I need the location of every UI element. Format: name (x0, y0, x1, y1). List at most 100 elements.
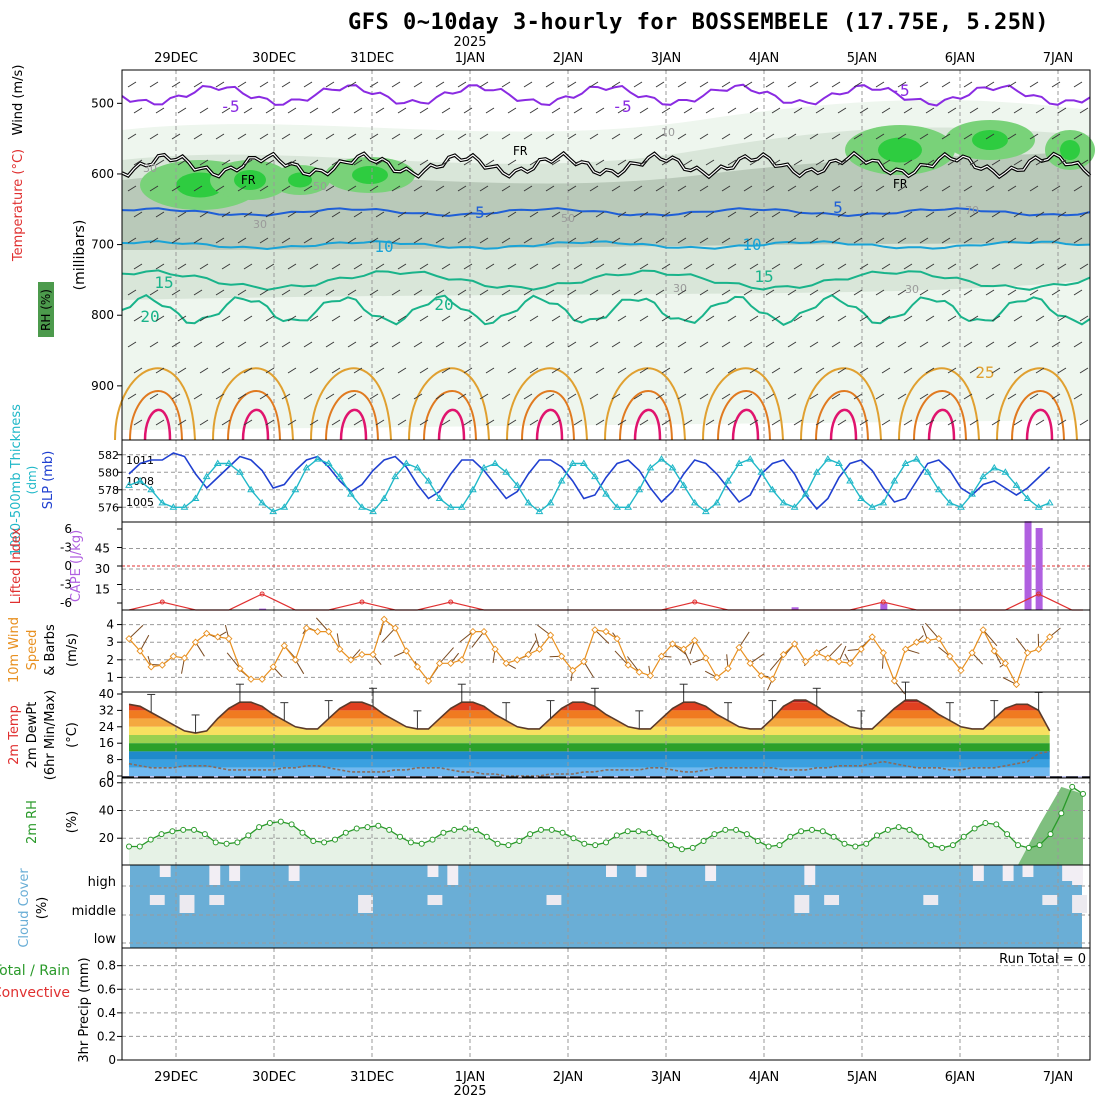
rh-wet-core (1060, 140, 1080, 160)
precip-axis-label: 3hr Precip (mm) (77, 957, 92, 1062)
rh-point (246, 833, 251, 838)
rh-point (224, 841, 229, 846)
cloud-level-label: high (88, 875, 116, 890)
rh-point (961, 834, 966, 839)
date-tick-bottom: 29DEC (154, 1070, 198, 1085)
rh-point (669, 843, 674, 848)
temp-tick-label: 40 (99, 687, 114, 701)
cape-axis-label: CAPE (J/kg) (69, 530, 84, 602)
precip-tick-label: 0.2 (97, 1029, 116, 1043)
contour-label: -5 (220, 97, 239, 116)
rh-point (387, 827, 392, 832)
cape-tick-label: 30 (95, 562, 110, 576)
rh-point (463, 826, 468, 831)
mid-cloud-gap (1042, 895, 1057, 905)
rh-tick-label: 60 (99, 776, 114, 790)
rh-contour-label: 30 (905, 283, 919, 296)
temp2m-axis-label: 2m Temp (7, 705, 22, 765)
high-cloud-gap (209, 865, 220, 885)
temp-tick-label: 32 (99, 703, 114, 717)
rh-point (354, 826, 359, 831)
rh-point (744, 832, 749, 837)
lifted-index-line (129, 594, 1083, 610)
wind-speed-point (359, 652, 365, 658)
slp-tick-label: 1005 (126, 496, 154, 509)
mid-cloud-gap (428, 895, 443, 905)
rh-point (170, 829, 175, 834)
surface-wind-barb (615, 651, 628, 665)
rh-point (549, 827, 554, 832)
thickness-units-label: (dm) (25, 466, 39, 495)
wind-speed-point (226, 636, 232, 642)
rh-point (506, 843, 511, 848)
surface-wind-barb (227, 653, 240, 669)
rh-point (972, 826, 977, 831)
rh-point (755, 839, 760, 844)
rh-point (528, 832, 533, 837)
rh-point (495, 841, 500, 846)
high-cloud-gap (1003, 865, 1014, 881)
contour-label: 10 (742, 235, 761, 254)
rh-point (148, 837, 153, 842)
rh-wet-core (352, 166, 388, 184)
rh-point (192, 827, 197, 832)
high-cloud-gap (1023, 865, 1034, 877)
rh-point (853, 844, 858, 849)
date-tick-bottom: 4JAN (749, 1070, 780, 1085)
high-cloud-gap (160, 865, 171, 877)
high-cloud-gap (606, 865, 617, 877)
run-total-label: Run Total = 0 (999, 952, 1086, 967)
rh-point (137, 844, 142, 849)
contour-label: 10 (374, 237, 393, 256)
date-tick-bottom: 31DEC (350, 1070, 394, 1085)
rh-point (701, 839, 706, 844)
rh-point (864, 841, 869, 846)
contour-label: 5 (833, 198, 843, 217)
rh-point (181, 827, 186, 832)
rh-point (885, 827, 890, 832)
slp-thickness-frame (122, 440, 1090, 522)
pressure-axis-label: (millibars) (72, 220, 88, 291)
wind-tick-label: 1 (106, 670, 114, 684)
wind-tick-label: 3 (106, 635, 114, 649)
rh-contour-label: 50 (561, 212, 575, 225)
date-tick-top: 3JAN (651, 51, 682, 66)
rh-point (322, 840, 327, 845)
date-tick-bottom: 6JAN (945, 1070, 976, 1085)
rh-point (441, 830, 446, 835)
rh-tick-label: 20 (99, 831, 114, 845)
surface-wind-barb (584, 662, 594, 678)
precip-tick-label: 0.4 (97, 1006, 116, 1020)
date-tick-bottom: 7JAN (1043, 1070, 1074, 1085)
rh-point (127, 844, 132, 849)
rh-point (582, 841, 587, 846)
contour-label: -5 (612, 97, 631, 116)
rh-point (734, 827, 739, 832)
rh-point (777, 843, 782, 848)
rh-point (560, 830, 565, 835)
rh-point (1059, 811, 1064, 816)
wind-speed-point (514, 657, 520, 663)
wind10-axis-label-1: 10m Wind (7, 617, 22, 683)
wind-tick-label: 4 (106, 618, 114, 632)
rh-point (842, 841, 847, 846)
temp-color-band (122, 694, 1090, 702)
thickness-tick-label: 580 (98, 466, 119, 479)
rh-point (658, 836, 663, 841)
rh2m-axis-label: 2m RH (25, 800, 40, 844)
surface-wind-barb (1016, 638, 1027, 653)
pressure-tick-label: 600 (91, 167, 114, 181)
surface-wind-barb (925, 623, 938, 638)
rh-point (614, 833, 619, 838)
rh-point (766, 844, 771, 849)
temp-color-band (122, 719, 1090, 727)
date-tick-bottom: 3JAN (651, 1070, 682, 1085)
high-cloud-gap (973, 865, 984, 881)
rh-point (376, 823, 381, 828)
precip-tick-label: 0 (108, 1053, 116, 1067)
rh-point (571, 836, 576, 841)
wind-speed-point (315, 629, 321, 635)
high-cloud-gap (636, 865, 647, 877)
mid-cloud-gap (1072, 895, 1087, 913)
